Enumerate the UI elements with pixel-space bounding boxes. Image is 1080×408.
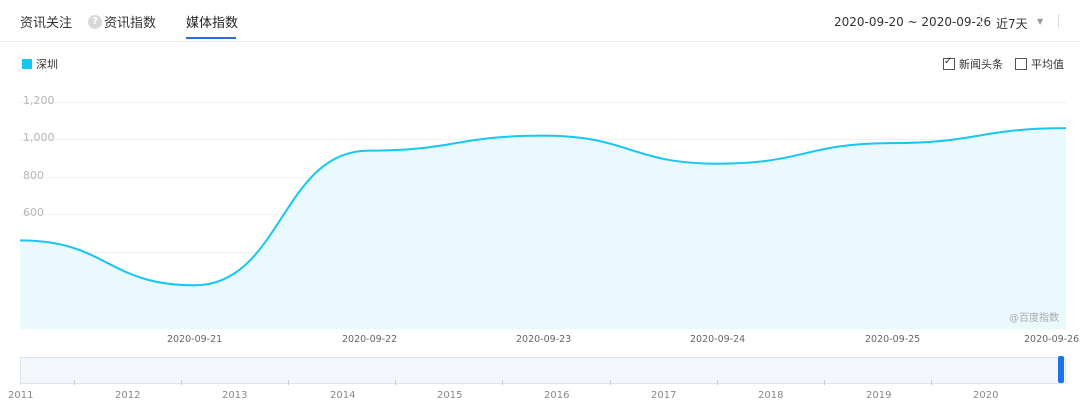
navigator-year-tick: [931, 380, 932, 385]
question-icon[interactable]: ?: [88, 15, 102, 29]
x-tick-label: 2020-09-23: [516, 334, 572, 345]
x-tick-label: 2020-09-24: [690, 334, 746, 345]
navigator-year-label: 2014: [330, 390, 356, 401]
news-headline-label[interactable]: 新闻头条: [959, 58, 1003, 71]
navigator-year-tick: [74, 380, 75, 385]
x-tick-label: 2020-09-22: [342, 334, 398, 345]
navigator-year-label: 2018: [758, 390, 784, 401]
legend-label[interactable]: 深圳: [36, 58, 58, 71]
series-line[interactable]: [19, 127, 1067, 287]
navigator-year-tick: [181, 380, 182, 385]
navigator-handle[interactable]: [1058, 356, 1064, 383]
tab-news-attention[interactable]: 资讯关注: [20, 16, 73, 31]
navigator-year-tick: [395, 380, 396, 385]
navigator-year-label: 2019: [866, 390, 892, 401]
range-select[interactable]: 近7天: [996, 17, 1028, 31]
top-bar: 资讯关注 ? 资讯指数 媒体指数 2020-09-20 ~ 2020-09-26…: [0, 0, 1080, 42]
navigator-year-tick: [824, 380, 825, 385]
time-navigator[interactable]: [20, 357, 1066, 384]
x-tick-label: 2020-09-25: [865, 334, 921, 345]
y-tick-label: 600: [23, 206, 44, 219]
y-tick-label: 800: [23, 169, 44, 182]
date-range-picker[interactable]: 2020-09-20 ~ 2020-09-26: [834, 15, 992, 29]
news-headline-checkbox[interactable]: [943, 56, 955, 70]
y-tick-label: 1,200: [23, 94, 55, 107]
legend-swatch[interactable]: [22, 59, 32, 69]
tab-media-index[interactable]: 媒体指数: [186, 16, 239, 31]
series-area: [20, 128, 1066, 329]
x-tick-label: 2020-09-21: [167, 334, 223, 345]
watermark: @百度指数: [1009, 313, 1059, 324]
x-tick-label: 2020-09-26: [1024, 334, 1080, 345]
average-checkbox[interactable]: [1015, 58, 1027, 70]
navigator-year-tick: [288, 380, 289, 385]
divider: [980, 14, 981, 28]
navigator-year-label: 2012: [115, 390, 141, 401]
navigator-year-label: 2017: [651, 390, 677, 401]
navigator-year-label: 2016: [544, 390, 570, 401]
y-tick-label: 1,000: [23, 131, 55, 144]
navigator-year-tick: [502, 380, 503, 385]
active-tab-indicator: [186, 37, 236, 39]
navigator-year-tick: [610, 380, 611, 385]
navigator-year-label: 2013: [222, 390, 248, 401]
tab-news-index[interactable]: 资讯指数: [104, 16, 157, 31]
chevron-down-icon[interactable]: ▼: [1037, 17, 1044, 26]
navigator-year-tick: [717, 380, 718, 385]
navigator-year-label: 2011: [8, 390, 34, 401]
average-label[interactable]: 平均值: [1031, 58, 1064, 71]
navigator-year-label: 2020: [973, 390, 999, 401]
navigator-year-label: 2015: [437, 390, 463, 401]
gridline: [20, 102, 1066, 103]
divider: [1058, 14, 1059, 28]
